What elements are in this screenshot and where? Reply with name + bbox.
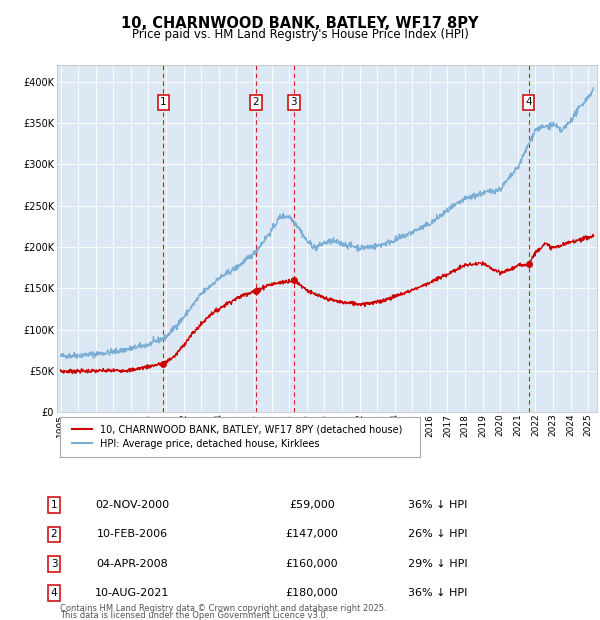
- Text: 4: 4: [525, 97, 532, 107]
- Text: 36% ↓ HPI: 36% ↓ HPI: [409, 588, 467, 598]
- Text: £59,000: £59,000: [289, 500, 335, 510]
- Text: 2: 2: [50, 529, 58, 539]
- Text: Price paid vs. HM Land Registry's House Price Index (HPI): Price paid vs. HM Land Registry's House …: [131, 28, 469, 41]
- Text: 3: 3: [50, 559, 58, 569]
- Text: 10-FEB-2006: 10-FEB-2006: [97, 529, 167, 539]
- Text: 10-AUG-2021: 10-AUG-2021: [95, 588, 169, 598]
- Text: 29% ↓ HPI: 29% ↓ HPI: [408, 559, 468, 569]
- Text: £147,000: £147,000: [286, 529, 338, 539]
- Text: £160,000: £160,000: [286, 559, 338, 569]
- Text: 1: 1: [160, 97, 167, 107]
- Text: 26% ↓ HPI: 26% ↓ HPI: [408, 529, 468, 539]
- Text: 1: 1: [50, 500, 58, 510]
- Text: £180,000: £180,000: [286, 588, 338, 598]
- Text: 36% ↓ HPI: 36% ↓ HPI: [409, 500, 467, 510]
- Text: This data is licensed under the Open Government Licence v3.0.: This data is licensed under the Open Gov…: [60, 611, 328, 620]
- Text: 02-NOV-2000: 02-NOV-2000: [95, 500, 169, 510]
- Legend: 10, CHARNWOOD BANK, BATLEY, WF17 8PY (detached house), HPI: Average price, detac: 10, CHARNWOOD BANK, BATLEY, WF17 8PY (de…: [68, 421, 406, 453]
- Text: 3: 3: [290, 97, 297, 107]
- Text: 04-APR-2008: 04-APR-2008: [96, 559, 168, 569]
- Text: 4: 4: [50, 588, 58, 598]
- Text: Contains HM Land Registry data © Crown copyright and database right 2025.: Contains HM Land Registry data © Crown c…: [60, 603, 386, 613]
- Text: 2: 2: [253, 97, 259, 107]
- Text: 10, CHARNWOOD BANK, BATLEY, WF17 8PY: 10, CHARNWOOD BANK, BATLEY, WF17 8PY: [121, 16, 479, 30]
